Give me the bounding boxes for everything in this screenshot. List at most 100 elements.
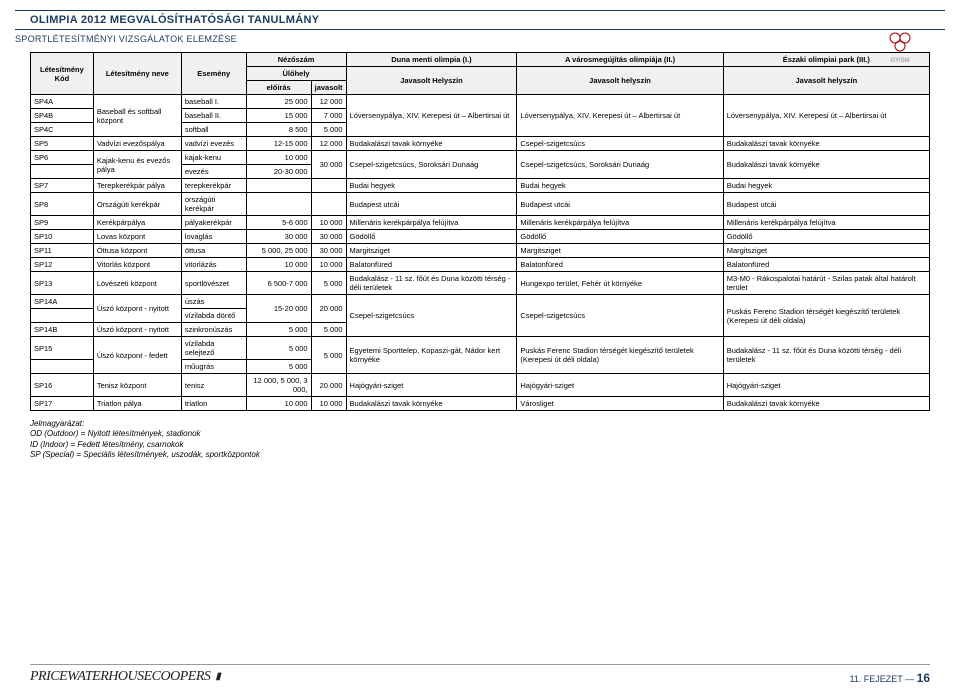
cell-duna: Margitsziget [346,244,517,258]
cell-duna: Budakalászi tavak környéke [346,397,517,411]
th-esemeny: Esemény [181,53,246,95]
footer: PRICEWATERHOUSECOOPERS ▮ 11. FEJEZET — 1… [30,664,930,685]
cell-nev: Vitorlás központ [93,258,181,272]
cell-duna: Gödöllő [346,230,517,244]
cell-javasolt: 12 000 [311,137,346,151]
cell-javasolt: 5 000 [311,272,346,295]
cell-esemeny: pályakerékpár [181,216,246,230]
cell-eloiras: 5 000 [246,360,311,374]
cell-javasolt: 5 000 [311,323,346,337]
cell-eszak: Budakalászi tavak környéke [723,137,929,151]
cell-esemeny: országúti kerékpár [181,193,246,216]
cell-kod: SP15 [31,337,94,360]
cell-esemeny: terepkerékpár [181,179,246,193]
facilities-table: Létesítmény Kód Létesítmény neve Esemény… [30,52,930,411]
cell-javasolt [311,193,346,216]
cell-kod: SP12 [31,258,94,272]
cell-nev: Úszó központ - fedett [93,337,181,374]
legend: Jelmagyarázat: OD (Outdoor) = Nyitott lé… [30,419,930,461]
cell-kod: SP4A [31,95,94,109]
cell-esemeny: vízilabda döntő [181,309,246,323]
cell-nev: Tenisz központ [93,374,181,397]
table-row: SP13Lövészeti központsportlövészet6 500-… [31,272,930,295]
th-duna: Duna menti olimpia (I.) [346,53,517,67]
cell-kod: SP17 [31,397,94,411]
pwc-logo: PRICEWATERHOUSECOOPERS ▮ [30,669,220,685]
cell-eloiras [246,193,311,216]
table-row: SP9Kerékpárpályapályakerékpár5-6 00010 0… [31,216,930,230]
table-row: SP6Kajak-kenu és evezős pályakajak-kenu1… [31,151,930,165]
cell-esemeny: vadvízi evezés [181,137,246,151]
cell-varos: Hajógyári-sziget [517,374,723,397]
th-javhely3: Javasolt helyszín [723,67,929,95]
cell-nev: Kerékpárpálya [93,216,181,230]
cell-duna: Millenáris kerékpárpálya felújítva [346,216,517,230]
cell-nev: Vadvízi evezőspálya [93,137,181,151]
cell-javasolt: 20 000 [311,374,346,397]
th-javhely1: Javasolt Helyszín [346,67,517,95]
chapter-label: 11. FEJEZET [849,674,902,684]
pwc-brand1: PRICEWATERHOUSE [30,669,152,684]
th-kod: Létesítmény Kód [31,53,94,95]
cell-javasolt [311,179,346,193]
cell-eszak: Budakalász - 11 sz. főút és Duna közötti… [723,337,929,374]
cell-esemeny: vitorlázás [181,258,246,272]
header-bar: OLIMPIA 2012 MEGVALÓSÍTHATÓSÁGI TANULMÁN… [15,10,945,30]
cell-kod: SP16 [31,374,94,397]
cell-kod: SP14A [31,295,94,309]
cell-nev: Baseball és softball központ [93,95,181,137]
cell-eszak: Hajógyári-sziget [723,374,929,397]
cell-kod: SP7 [31,179,94,193]
gyism-logo: GYISM [880,30,920,70]
cell-kod [31,309,94,323]
cell-eszak: Gödöllő [723,230,929,244]
cell-esemeny: lovaglás [181,230,246,244]
cell-nev: Öttusa központ [93,244,181,258]
cell-nev: Országúti kerékpár [93,193,181,216]
cell-esemeny: úszás [181,295,246,309]
cell-kod: SP13 [31,272,94,295]
cell-varos: Csepel-szigetcsúcs [517,295,723,337]
cell-esemeny: baseball II. [181,109,246,123]
cell-eszak: Budapest utcái [723,193,929,216]
cell-eloiras: 12 000, 5 000, 3 000, [246,374,311,397]
cell-kod: SP11 [31,244,94,258]
cell-esemeny: vízilabda selejtező [181,337,246,360]
cell-varos: Városliget [517,397,723,411]
cell-eloiras [246,179,311,193]
table-row: SP4ABaseball és softball központbaseball… [31,95,930,109]
table-row: SP12Vitorlás központvitorlázás10 00010 0… [31,258,930,272]
cell-eloiras: 5 000, 25 000 [246,244,311,258]
cell-duna: Balatonfüred [346,258,517,272]
cell-eszak: Balatonfüred [723,258,929,272]
cell-varos: Hungexpo terület, Fehér út környéke [517,272,723,295]
cell-eszak: Margitsziget [723,244,929,258]
cell-nev: Lovas központ [93,230,181,244]
th-ulohely: Ülőhely [246,67,346,81]
cell-varos: Millenáris kerékpárpálya felújítva [517,216,723,230]
cell-esemeny: öttusa [181,244,246,258]
cell-nev: Terepkerékpár pálya [93,179,181,193]
cell-duna: Budakalász - 11 sz. főút és Duna közötti… [346,272,517,295]
cell-eszak: Budakalászi tavak környéke [723,151,929,179]
cell-esemeny: evezés [181,165,246,179]
table-row: SP16Tenisz központtenisz12 000, 5 000, 3… [31,374,930,397]
page-no: 16 [917,671,930,685]
cell-javasolt: 30 000 [311,230,346,244]
cell-duna: Budai hegyek [346,179,517,193]
cell-eszak: Millenáris kerékpárpálya felújítva [723,216,929,230]
logo-text: GYISM [890,58,909,64]
cell-kod [31,165,94,179]
legend-title: Jelmagyarázat: [30,419,930,429]
cell-duna: Budapest utcái [346,193,517,216]
table-row: SP8Országúti kerékpárországúti kerékpárB… [31,193,930,216]
cell-eszak: Puskás Ferenc Stadion térségét kiegészít… [723,295,929,337]
cell-duna: Csepel-szigetcsúcs, Soroksári Dunaág [346,151,517,179]
cell-eloiras: 5 000 [246,337,311,360]
cell-kod: SP9 [31,216,94,230]
cell-javasolt: 20 000 [311,295,346,323]
cell-esemeny: szinkronúszás [181,323,246,337]
cell-duna: Egyetemi Sporttelep, Kopaszi-gát, Nádor … [346,337,517,374]
cell-nev: Lövészeti központ [93,272,181,295]
th-javhely2: Javasolt helyszín [517,67,723,95]
